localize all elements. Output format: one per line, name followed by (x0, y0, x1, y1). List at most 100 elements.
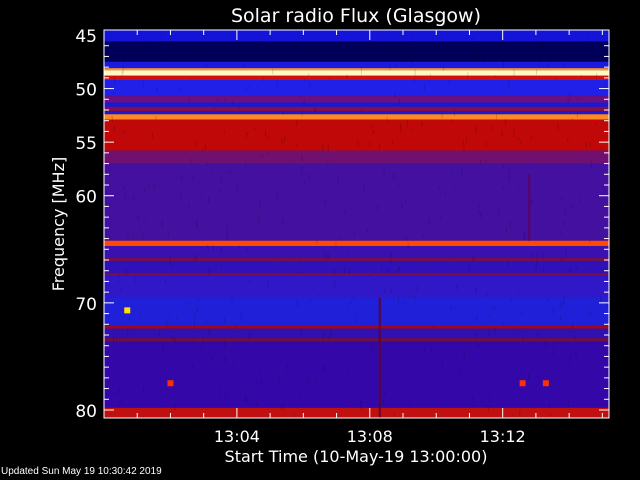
heatmap-noise (604, 82, 605, 89)
heatmap-noise (512, 414, 513, 416)
heatmap-noise (561, 230, 562, 235)
heatmap-noise (246, 133, 247, 139)
heatmap-band (104, 241, 609, 246)
heatmap-noise (175, 338, 176, 346)
heatmap-noise (308, 377, 309, 383)
heatmap-noise (165, 277, 166, 283)
heatmap-noise (159, 330, 160, 336)
heatmap-noise (154, 183, 155, 189)
heatmap-noise (394, 414, 395, 418)
heatmap-noise (128, 127, 129, 130)
heatmap-noise (181, 175, 182, 181)
heatmap-noise (205, 145, 206, 151)
heatmap-noise (127, 330, 128, 338)
heatmap-noise (411, 37, 412, 41)
heatmap-noise (252, 198, 253, 202)
heatmap-noise (272, 69, 273, 75)
heatmap-noise (569, 92, 570, 100)
heatmap-noise (255, 127, 256, 130)
x-tick-label: 13:12 (480, 427, 526, 446)
heatmap-noise (467, 72, 468, 78)
heatmap-noise (255, 95, 256, 97)
heatmap-noise (165, 404, 166, 407)
heatmap-noise (414, 77, 415, 83)
heatmap-noise (267, 151, 268, 155)
heatmap-noise (505, 119, 506, 126)
heatmap-noise (489, 397, 490, 404)
heatmap-noise (473, 256, 474, 262)
heatmap-noise (586, 142, 587, 148)
heatmap-noise (387, 116, 388, 123)
heatmap-noise (502, 130, 503, 138)
heatmap-noise (518, 189, 519, 191)
heatmap-noise (255, 381, 256, 384)
heatmap-noise (196, 223, 197, 228)
heatmap-spot (520, 380, 526, 386)
heatmap-noise (464, 351, 465, 358)
heatmap-noise (143, 387, 144, 394)
heatmap-noise (490, 383, 491, 386)
heatmap-noise (277, 83, 278, 87)
heatmap-noise (168, 231, 169, 237)
heatmap-noise (329, 76, 330, 79)
heatmap-noise (590, 311, 591, 317)
heatmap-noise (121, 399, 122, 404)
heatmap-band (104, 76, 609, 80)
heatmap-noise (245, 395, 246, 401)
heatmap-noise (268, 351, 269, 354)
heatmap-noise (190, 79, 191, 82)
spectrogram-chart: 455055607080 13:04 13:08 13:12 Solar radio… (0, 0, 640, 480)
x-tick-label: 13:04 (214, 427, 260, 446)
heatmap-noise (221, 59, 222, 63)
heatmap-noise (105, 190, 106, 198)
heatmap-noise (294, 414, 295, 420)
heatmap-noise (145, 220, 146, 223)
heatmap-noise (246, 88, 247, 92)
heatmap-noise (152, 133, 153, 139)
heatmap-noise (449, 80, 450, 85)
heatmap-noise (548, 298, 549, 301)
heatmap-noise (384, 290, 385, 293)
heatmap-noise (536, 70, 537, 75)
heatmap-noise (590, 238, 591, 243)
heatmap-band (104, 261, 609, 273)
heatmap-noise (203, 339, 204, 346)
heatmap-noise (281, 138, 282, 144)
heatmap-noise (537, 253, 538, 258)
heatmap-noise (249, 334, 250, 341)
heatmap-noise (432, 37, 433, 39)
heatmap-noise (451, 173, 452, 175)
heatmap-noise (196, 140, 197, 146)
heatmap-noise (168, 418, 169, 423)
heatmap-noise (428, 219, 429, 225)
heatmap-noise (169, 316, 170, 319)
heatmap-noise (300, 94, 301, 97)
heatmap-noise (218, 32, 219, 34)
heatmap-noise (546, 341, 547, 348)
heatmap-noise (156, 270, 157, 272)
heatmap-noise (356, 316, 357, 323)
heatmap-noise (207, 244, 208, 250)
heatmap-noise (367, 229, 368, 234)
heatmap-noise (532, 253, 533, 259)
heatmap-noise (414, 296, 415, 300)
heatmap-noise (430, 74, 431, 76)
heatmap-noise (156, 116, 157, 120)
heatmap-noise (566, 249, 567, 257)
heatmap-band (104, 408, 609, 418)
heatmap-noise (604, 222, 605, 224)
heatmap-noise (193, 175, 194, 181)
heatmap-noise (561, 257, 562, 261)
heatmap-noise (595, 123, 596, 125)
heatmap-noise (581, 75, 582, 77)
heatmap-noise (263, 77, 264, 81)
heatmap-noise (372, 346, 373, 352)
heatmap-spot (167, 380, 173, 386)
heatmap-noise (258, 216, 259, 224)
heatmap-noise (355, 310, 356, 313)
heatmap-noise (138, 215, 139, 221)
heatmap-noise (296, 143, 297, 146)
heatmap-noise (560, 316, 561, 321)
heatmap-noise (309, 82, 310, 89)
heatmap-noise (483, 58, 484, 65)
